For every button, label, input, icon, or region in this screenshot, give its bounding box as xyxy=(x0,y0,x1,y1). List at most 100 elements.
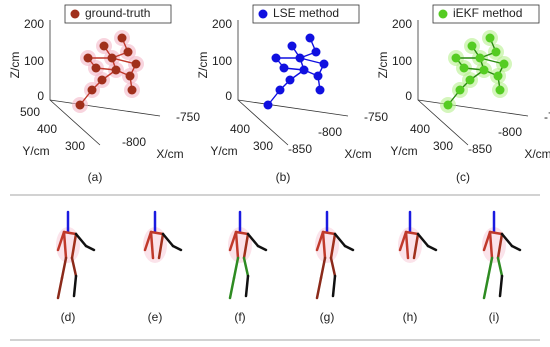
x-tick: -800 xyxy=(498,125,522,139)
y-label: Y/cm xyxy=(210,144,237,158)
limb xyxy=(426,244,438,252)
joint xyxy=(285,75,295,85)
joint xyxy=(123,47,133,57)
joint xyxy=(275,85,285,95)
joint xyxy=(443,100,453,110)
x-tick: -850 xyxy=(288,142,312,156)
limb xyxy=(161,232,175,248)
limb xyxy=(321,230,337,236)
y-tick: 400 xyxy=(37,122,57,136)
joint xyxy=(117,33,127,43)
joint xyxy=(493,71,503,81)
limb xyxy=(74,232,88,248)
joint xyxy=(475,53,485,63)
limb xyxy=(500,232,514,248)
y-label: Y/cm xyxy=(22,144,49,158)
panel-3d: ground-truth Z/cm 200 100 0 500 400 300 -800 -750… xyxy=(8,4,200,184)
caption: (f) xyxy=(234,310,245,324)
limb xyxy=(143,230,153,252)
limb xyxy=(343,244,355,252)
x-tick: -800 xyxy=(318,125,342,139)
joint xyxy=(315,85,325,95)
joint xyxy=(83,53,93,63)
joint xyxy=(299,65,309,75)
limb xyxy=(171,244,183,252)
legend-box xyxy=(252,4,360,24)
limb xyxy=(488,230,494,260)
limb xyxy=(256,244,268,252)
limb xyxy=(321,230,327,260)
z-tick: 0 xyxy=(37,89,44,103)
x-tick: -800 xyxy=(122,135,146,149)
z-tick: 100 xyxy=(24,54,44,68)
limb xyxy=(228,230,238,252)
limb xyxy=(404,230,410,260)
limb xyxy=(510,244,522,252)
y-tick: 400 xyxy=(230,122,250,136)
axis xyxy=(49,99,161,117)
y-tick: 500 xyxy=(20,105,40,119)
axis xyxy=(237,99,349,117)
joint xyxy=(287,41,297,51)
limb xyxy=(56,276,64,300)
joint xyxy=(279,63,289,73)
limb xyxy=(84,244,96,252)
limb xyxy=(246,232,260,248)
caption: (h) xyxy=(403,310,418,324)
limb xyxy=(149,230,165,236)
stick-figure: (f) xyxy=(228,210,268,324)
z-tick: 0 xyxy=(225,89,232,103)
limb xyxy=(70,232,78,260)
joint xyxy=(305,33,315,43)
limb xyxy=(412,232,420,260)
joint xyxy=(125,71,135,81)
y-label: Y/cm xyxy=(390,144,417,158)
joint xyxy=(295,53,305,63)
stick-figure: (g) xyxy=(315,210,355,324)
limb xyxy=(331,274,337,298)
limb xyxy=(56,230,66,252)
joint xyxy=(491,47,501,57)
limb xyxy=(496,232,504,260)
z-label: Z/cm xyxy=(8,52,22,79)
joint xyxy=(75,100,85,110)
z-tick: 200 xyxy=(212,17,232,31)
caption: (d) xyxy=(61,310,76,324)
legend-label: LSE method xyxy=(273,6,339,20)
limb xyxy=(315,230,325,252)
limb xyxy=(333,232,347,248)
limb xyxy=(404,230,420,236)
joint xyxy=(479,65,489,75)
x-tick: -850 xyxy=(468,142,492,156)
z-tick: 100 xyxy=(212,54,232,68)
legend-marker xyxy=(258,9,268,19)
y-tick: 400 xyxy=(410,122,430,136)
legend-label: ground-truth xyxy=(85,6,150,20)
joint xyxy=(107,53,117,63)
x-tick: -750 xyxy=(544,110,550,124)
stick-figure: (i) xyxy=(482,210,522,324)
legend-box xyxy=(64,4,172,24)
joint xyxy=(467,41,477,51)
joint xyxy=(111,65,121,75)
joint xyxy=(99,41,109,51)
joint xyxy=(311,47,321,57)
limb xyxy=(329,256,337,278)
limb xyxy=(315,276,323,300)
z-label: Z/cm xyxy=(376,52,390,79)
joint xyxy=(495,85,505,95)
limb xyxy=(329,232,337,260)
joint xyxy=(313,71,323,81)
limb xyxy=(62,230,78,236)
joint xyxy=(465,75,475,85)
legend-box xyxy=(432,4,540,24)
limb xyxy=(232,256,240,280)
limb xyxy=(242,256,250,278)
x-label: X/cm xyxy=(524,147,550,161)
caption: (a) xyxy=(88,170,103,184)
joint xyxy=(271,53,281,63)
z-tick: 0 xyxy=(405,89,412,103)
z-tick: 200 xyxy=(392,17,412,31)
